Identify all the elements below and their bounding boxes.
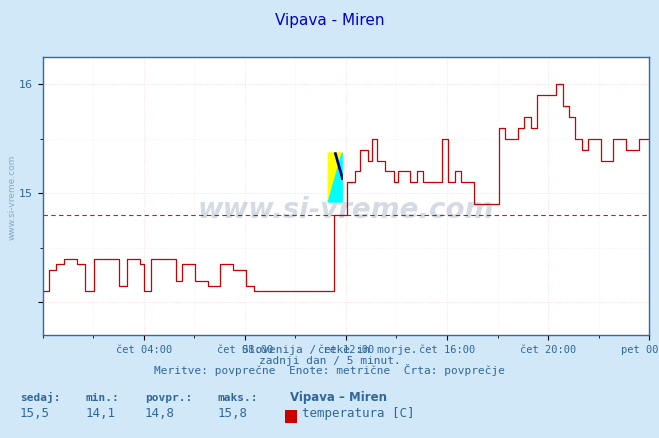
Text: Slovenija / reke in morje.: Slovenija / reke in morje. xyxy=(242,345,417,355)
Text: min.:: min.: xyxy=(86,393,119,403)
Polygon shape xyxy=(328,153,342,202)
Text: Vipava - Miren: Vipava - Miren xyxy=(275,14,384,28)
Text: zadnji dan / 5 minut.: zadnji dan / 5 minut. xyxy=(258,356,401,366)
Text: povpr.:: povpr.: xyxy=(145,393,192,403)
Polygon shape xyxy=(328,153,342,202)
Text: www.si-vreme.com: www.si-vreme.com xyxy=(198,196,494,224)
Text: Meritve: povprečne  Enote: metrične  Črta: povprečje: Meritve: povprečne Enote: metrične Črta:… xyxy=(154,364,505,377)
Text: maks.:: maks.: xyxy=(217,393,258,403)
Polygon shape xyxy=(335,153,342,180)
Text: 15,5: 15,5 xyxy=(20,407,50,420)
Text: sedaj:: sedaj: xyxy=(20,392,60,403)
Text: temperatura [C]: temperatura [C] xyxy=(302,407,415,420)
Text: www.si-vreme.com: www.si-vreme.com xyxy=(8,155,17,240)
Text: 14,1: 14,1 xyxy=(86,407,116,420)
Text: 15,8: 15,8 xyxy=(217,407,248,420)
Text: 14,8: 14,8 xyxy=(145,407,175,420)
Text: Vipava – Miren: Vipava – Miren xyxy=(290,391,387,404)
